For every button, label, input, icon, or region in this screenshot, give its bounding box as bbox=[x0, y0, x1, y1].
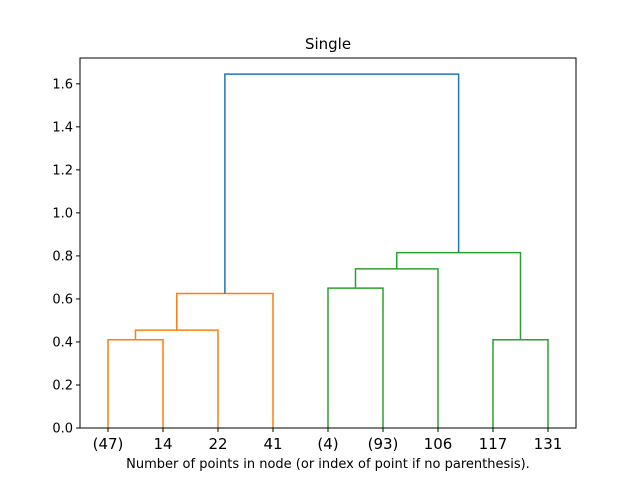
leaf-label: 117 bbox=[479, 435, 508, 453]
y-tick-label: 1.0 bbox=[52, 206, 73, 221]
dendrogram-link bbox=[396, 251, 522, 340]
dendrogram-link bbox=[492, 339, 549, 428]
leaf-label: (47) bbox=[93, 435, 124, 453]
leaf-label: (4) bbox=[317, 435, 338, 453]
y-tick-label: 1.6 bbox=[52, 77, 73, 92]
y-tick-label: 0.8 bbox=[52, 249, 73, 264]
dendrogram-links bbox=[107, 73, 549, 428]
leaf-label: (93) bbox=[368, 435, 399, 453]
dendrogram-link bbox=[134, 329, 219, 428]
dendrogram-link bbox=[107, 339, 164, 428]
dendrogram-link bbox=[176, 292, 274, 428]
y-tick-label: 1.2 bbox=[52, 163, 73, 178]
leaf-label: 22 bbox=[208, 435, 227, 453]
x-axis-label: Number of points in node (or index of po… bbox=[126, 457, 530, 472]
leaf-label: 106 bbox=[424, 435, 453, 453]
chart-title: Single bbox=[305, 35, 351, 53]
y-tick-label: 0.2 bbox=[52, 378, 73, 393]
y-axis: 0.0 0.2 0.4 0.6 0.8 1.0 1.2 1.4 1.6 bbox=[52, 77, 80, 437]
y-tick-label: 0.4 bbox=[52, 335, 73, 350]
leaf-label: 131 bbox=[534, 435, 563, 453]
y-tick-label: 0.0 bbox=[52, 422, 73, 437]
leaf-label: 41 bbox=[263, 435, 282, 453]
leaf-label: 14 bbox=[153, 435, 172, 453]
y-tick-label: 1.4 bbox=[52, 120, 73, 135]
x-axis: (47) 14 22 41 (4) (93) 106 117 131 bbox=[93, 428, 563, 453]
dendrogram-link bbox=[327, 287, 384, 428]
dendrogram-link bbox=[354, 268, 439, 428]
dendrogram-link bbox=[224, 73, 460, 294]
y-tick-label: 0.6 bbox=[52, 292, 73, 307]
